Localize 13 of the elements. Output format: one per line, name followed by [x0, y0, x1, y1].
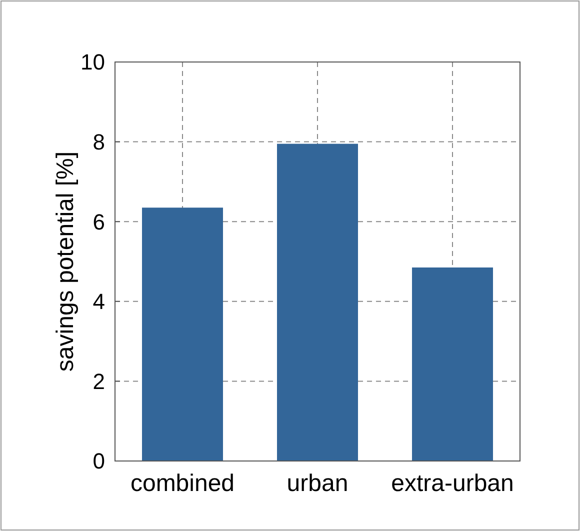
x-tick-label: combined: [130, 470, 235, 497]
bar: [277, 144, 358, 461]
y-axis-title: savings potential [%]: [52, 151, 79, 372]
x-tick-label: urban: [286, 470, 348, 497]
y-tick-label: 4: [92, 289, 105, 314]
bar: [142, 208, 223, 461]
y-tick-label: 6: [92, 209, 105, 234]
y-tick-label: 10: [80, 50, 105, 75]
bar: [412, 267, 493, 461]
y-tick-label: 0: [92, 448, 105, 474]
x-tick-label: extra-urban: [391, 470, 514, 497]
y-tick-label: 8: [92, 130, 105, 154]
y-tick-label: 2: [92, 368, 105, 394]
